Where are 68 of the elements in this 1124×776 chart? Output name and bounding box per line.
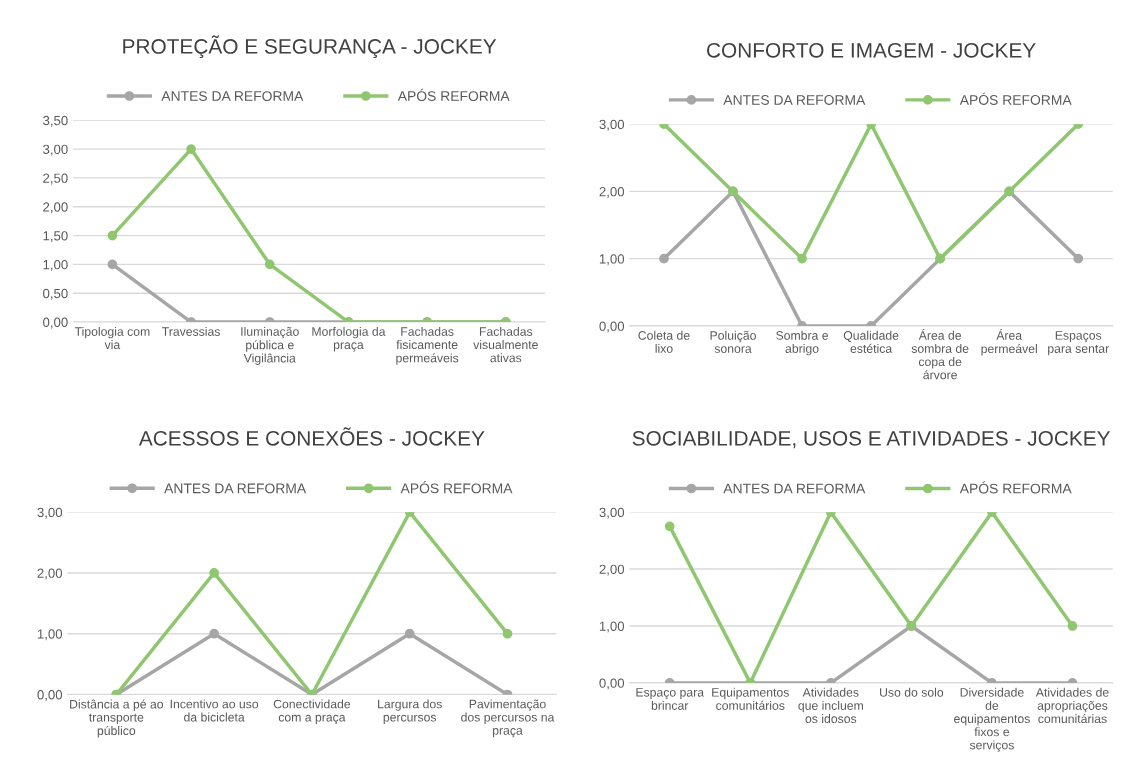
y-tick-label: 0,00: [599, 321, 625, 333]
y-tick-label: 1,00: [37, 629, 63, 641]
legend-label: APÓS REFORMA: [400, 481, 513, 494]
x-tick-label: Conectividade com a praça: [273, 699, 351, 724]
x-tick-label: Fachadas fisicamente permeáveis: [396, 326, 459, 365]
legend-label: ANTES DA REFORMA: [723, 95, 866, 105]
point: [107, 259, 118, 270]
y-tick-label: 2,00: [599, 564, 625, 576]
y-tick-label: 0,00: [37, 690, 63, 701]
x-tick-label: Atividades de apropriações comunitárias: [1035, 687, 1109, 724]
x-tick-label: Sombra e abrigo: [776, 330, 829, 356]
y-tick-label: 2,50: [43, 173, 68, 185]
x-tick-label: Travessias: [162, 326, 220, 336]
x-tick-label: Incentivo ao uso da bicicleta: [170, 699, 259, 722]
y-tick-label: 3,00: [599, 119, 625, 131]
x-tick-label: Atividades que incluem os idosos: [798, 687, 863, 724]
legend-label: APÓS REFORMA: [959, 92, 1072, 105]
x-tick-label: Distância a pé ao transporte público: [70, 699, 164, 738]
x-tick-label: Espaço para brincar: [636, 688, 705, 710]
point: [1073, 253, 1084, 264]
x-tick-label: Tipologia com via: [74, 326, 150, 350]
chart-title: CONFORTO E IMAGEM - JOCKEY: [707, 42, 1036, 58]
point: [502, 628, 513, 639]
x-tick-label: Diversidade de equipamentos fixos e serviços: [954, 687, 1030, 752]
y-tick-label: 3,50: [43, 115, 68, 127]
x-tick-label: Poluição sonora: [710, 330, 756, 353]
x-tick-label: Área de sombra de copa de árvore: [911, 329, 969, 380]
x-tick-label: Largura dos percursos: [378, 699, 442, 724]
y-tick-label: 3,00: [37, 507, 63, 519]
point: [264, 259, 275, 270]
y-tick-label: 2,00: [37, 568, 63, 580]
point: [404, 628, 415, 639]
y-tick-label: 3,00: [43, 144, 68, 156]
point: [797, 253, 807, 264]
point: [1067, 621, 1078, 631]
legend-label: APÓS REFORMA: [397, 88, 510, 101]
x-tick-label: Área permeável: [981, 329, 1037, 356]
x-tick-label: Morfologia da praça: [312, 326, 386, 352]
x-tick-label: Equipamentos comunitários: [712, 687, 789, 710]
y-tick-label: 1,50: [43, 231, 68, 243]
x-tick-label: Qualidade estética: [843, 330, 899, 353]
point: [209, 568, 219, 578]
legend-label: ANTES DA REFORMA: [164, 483, 307, 494]
x-tick-label: Uso do solo: [880, 687, 944, 697]
legend-label: ANTES DA REFORMA: [161, 91, 304, 101]
y-tick-label: 2,00: [599, 186, 625, 198]
x-tick-label: Fachadas visualmente ativas: [473, 326, 538, 363]
y-tick-label: 1,00: [599, 621, 625, 633]
legend-label: ANTES DA REFORMA: [723, 483, 866, 494]
x-tick-label: Iluminação pública e Vigilância: [241, 326, 299, 365]
y-tick-label: 1,00: [43, 259, 68, 271]
point: [659, 253, 669, 264]
y-tick-label: 0,00: [43, 317, 68, 329]
x-tick-label: Espaços para sentar: [1048, 331, 1109, 356]
point: [209, 628, 219, 639]
legend-label: APÓS REFORMA: [959, 481, 1072, 494]
x-tick-label: Coleta de lixo: [638, 330, 690, 353]
chart-title: ACESSOS E CONEXÕES - JOCKEY: [138, 427, 485, 446]
y-tick-label: 2,00: [43, 202, 68, 214]
chart-title: SOCIABILIDADE, USOS E ATIVIDADES - JOCKEY: [632, 430, 1111, 449]
y-tick-label: 0,50: [43, 288, 68, 300]
point: [186, 144, 196, 154]
y-tick-label: 0,00: [599, 678, 625, 690]
y-tick-label: 1,00: [599, 254, 625, 266]
x-tick-label: Pavimentação dos percursos na praça: [461, 699, 555, 738]
chart-title: PROTEÇÃO E SEGURANÇA - JOCKEY: [123, 35, 497, 59]
y-tick-label: 3,00: [599, 507, 625, 519]
point: [107, 230, 118, 241]
